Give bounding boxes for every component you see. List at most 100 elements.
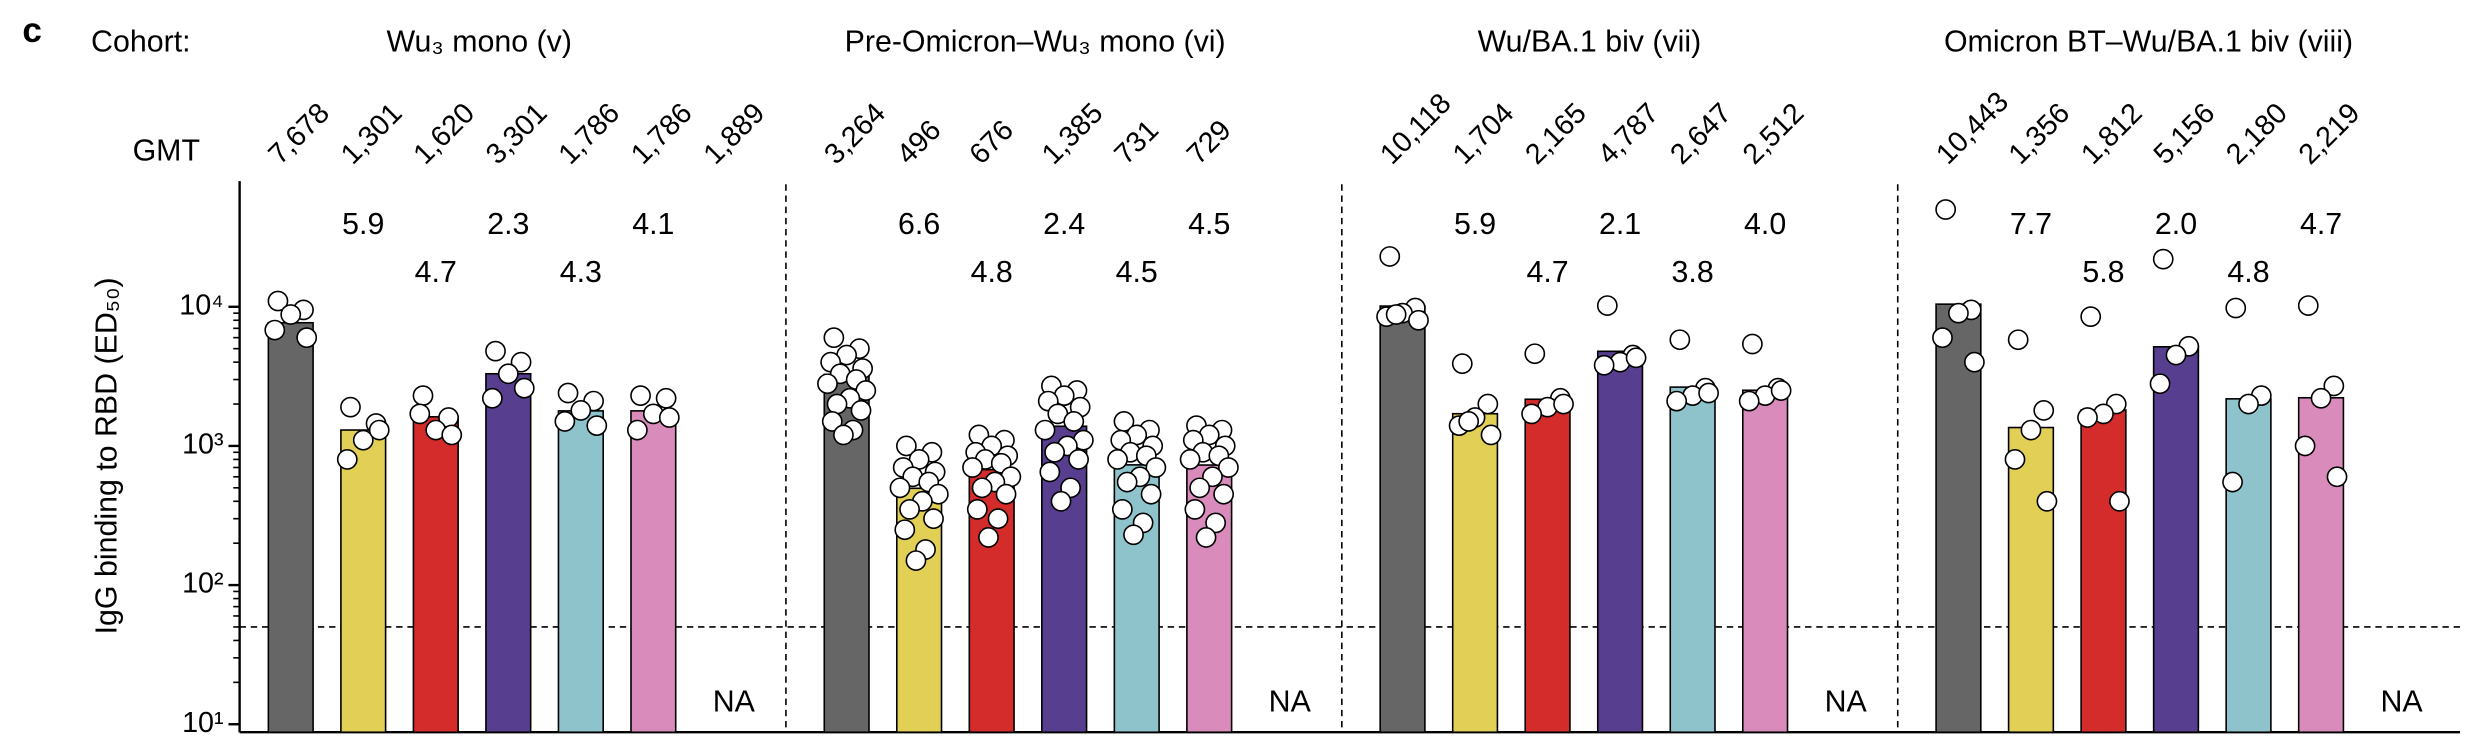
y-tick-label: 10⁴	[179, 289, 223, 321]
data-point	[1480, 424, 1502, 446]
y-axis-label: IgG binding to RBD (ED₅₀)	[91, 277, 124, 634]
data-point	[1123, 524, 1144, 546]
data-point	[895, 435, 917, 457]
bar	[1379, 305, 1426, 734]
gmt-label: 4,787	[1592, 97, 1666, 171]
gmt-label: 1,889	[698, 97, 772, 171]
bar	[2080, 409, 2127, 734]
gmt-label: 1,786	[625, 97, 699, 171]
data-point	[2165, 344, 2187, 366]
data-point	[850, 400, 872, 421]
fold-change: 4.0	[1744, 208, 1786, 241]
data-point	[1044, 441, 1065, 463]
data-point	[1458, 411, 1480, 432]
data-point	[899, 498, 920, 520]
gmt-label: GMT	[133, 134, 200, 167]
data-point	[280, 304, 302, 325]
data-point	[2294, 435, 2316, 457]
data-point	[513, 377, 535, 399]
data-point	[817, 373, 838, 395]
bar	[1451, 412, 1499, 734]
fold-change: 4.8	[2227, 256, 2269, 289]
data-point	[962, 457, 983, 478]
data-point	[412, 385, 434, 406]
data-point	[1524, 343, 1546, 365]
bar	[267, 321, 314, 734]
data-point	[1738, 390, 1760, 412]
data-point	[2225, 297, 2247, 319]
bar	[2007, 426, 2055, 734]
data-point	[978, 527, 999, 548]
data-point	[267, 290, 289, 312]
fold-change: 7.7	[2010, 208, 2052, 241]
data-point	[2310, 387, 2332, 409]
data-point	[1593, 354, 1615, 376]
y-tick-label: 10¹	[182, 707, 224, 739]
bar	[630, 410, 677, 734]
data-point	[1140, 483, 1162, 505]
fold-change: 4.5	[1188, 208, 1230, 241]
bar	[557, 410, 604, 734]
data-point	[1964, 351, 1985, 373]
data-point	[995, 483, 1017, 505]
fold-change: 4.5	[1116, 256, 1158, 289]
data-point	[554, 411, 576, 432]
gmt-label: 1,301	[335, 97, 409, 171]
bar	[1524, 398, 1571, 734]
gmt-label: 10,443	[1930, 86, 2015, 171]
data-point	[1063, 411, 1085, 432]
y-tick-label: 10²	[182, 568, 224, 600]
data-point	[557, 382, 579, 404]
bar	[412, 415, 459, 734]
data-point	[2007, 329, 2029, 351]
panel-label: c	[22, 11, 42, 50]
data-point	[1698, 382, 1719, 404]
data-point	[826, 393, 848, 415]
bar	[485, 372, 532, 734]
gmt-label: 1,704	[1447, 97, 1521, 171]
data-point	[971, 477, 993, 499]
fold-change: 2.4	[1043, 208, 1085, 241]
panel-title: Wu/BA.1 biv (vii)	[1478, 26, 1702, 59]
panel-title: Pre-Omicron–Wu₃ mono (vi)	[845, 26, 1226, 59]
gmt-label: 3,264	[818, 97, 892, 171]
panel-title: Wu₃ mono (v)	[386, 26, 571, 59]
fold-change: 4.7	[415, 256, 457, 289]
fold-change: 2.1	[1599, 208, 1641, 241]
fold-change: 4.7	[2300, 208, 2342, 241]
data-point	[905, 550, 927, 571]
data-point	[2004, 449, 2026, 470]
fold-change: 5.8	[2082, 256, 2124, 289]
data-point	[626, 419, 648, 441]
data-point	[1145, 457, 1167, 478]
gmt-label: 3,301	[480, 97, 554, 171]
data-point	[352, 429, 374, 451]
data-point	[1935, 199, 1957, 220]
gmt-label: 1,620	[407, 97, 481, 171]
fold-change: 2.0	[2155, 208, 2197, 241]
data-point	[409, 403, 431, 425]
data-point	[1669, 329, 1691, 351]
data-point	[1741, 333, 1763, 355]
data-point	[368, 419, 390, 441]
data-point	[2152, 248, 2174, 270]
data-point	[1111, 498, 1133, 520]
data-point	[1213, 483, 1235, 505]
data-point	[1379, 246, 1401, 267]
fold-change: 4.1	[632, 208, 674, 241]
gmt-label: 2,647	[1664, 97, 1738, 171]
data-point	[586, 415, 608, 436]
na-label: NA	[2380, 685, 2423, 718]
data-point	[823, 327, 845, 349]
gmt-label: 7,678	[262, 97, 336, 171]
fold-change: 3.8	[1672, 256, 1714, 289]
fold-change: 4.7	[1526, 256, 1568, 289]
gmt-label: 5,156	[2148, 97, 2222, 171]
panel-title: Omicron BT–Wu/BA.1 biv (viii)	[1944, 26, 2353, 59]
data-point	[966, 498, 988, 520]
data-point	[1184, 498, 1206, 520]
fold-change: 5.9	[1454, 208, 1496, 241]
data-point	[894, 519, 916, 541]
fold-change: 4.8	[971, 256, 1013, 289]
